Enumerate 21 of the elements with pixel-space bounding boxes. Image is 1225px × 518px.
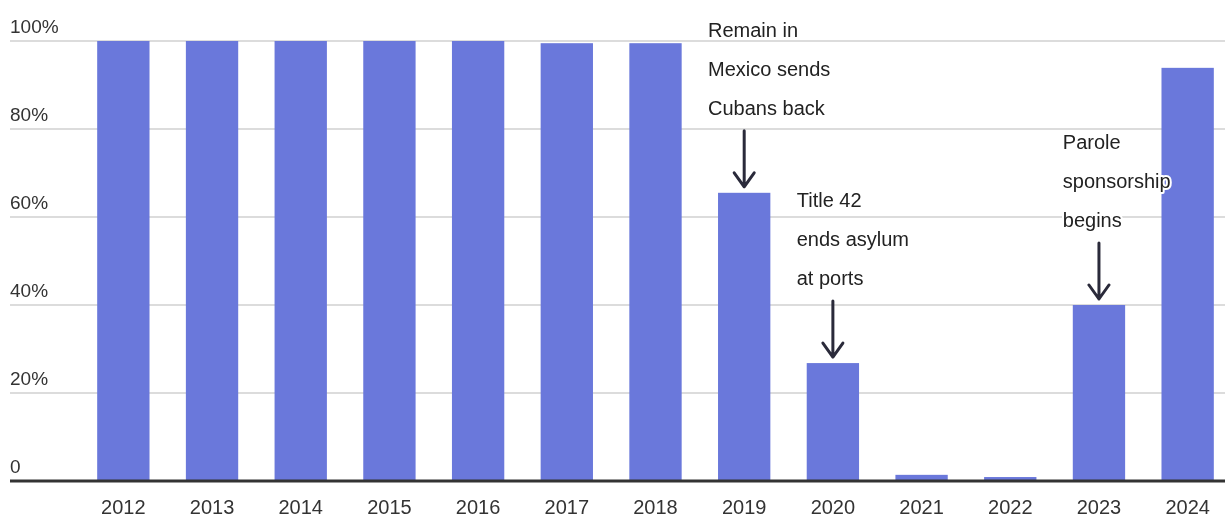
y-tick-label: 20% [10, 368, 49, 389]
x-tick-label: 2021 [899, 496, 944, 518]
y-tick-label: 80% [10, 104, 49, 125]
x-tick-label: 2016 [455, 496, 501, 518]
x-tick-label: 2017 [544, 496, 590, 518]
x-tick-label: 2018 [633, 496, 678, 518]
y-tick-label: 0 [10, 456, 21, 477]
x-tick-label: 2015 [367, 496, 412, 518]
x-tick-label: 2012 [101, 496, 146, 518]
x-tick-label: 2019 [721, 496, 767, 518]
x-tick-label: 2022 [988, 496, 1033, 518]
x-tick-label: 2024 [1165, 496, 1210, 518]
y-tick-label: 40% [10, 280, 49, 301]
y-tick-label: 60% [10, 192, 49, 213]
x-tick-label: 2014 [278, 496, 323, 518]
annotation: Remain in Mexico sends Cubans back [708, 18, 831, 119]
x-tick-label: 2023 [1076, 496, 1122, 518]
x-tick-label: 2020 [810, 496, 856, 518]
annotation: Title 42 ends asylum at ports [796, 189, 909, 290]
y-tick-label: 100% [10, 16, 59, 37]
x-tick-label: 2013 [189, 496, 235, 518]
